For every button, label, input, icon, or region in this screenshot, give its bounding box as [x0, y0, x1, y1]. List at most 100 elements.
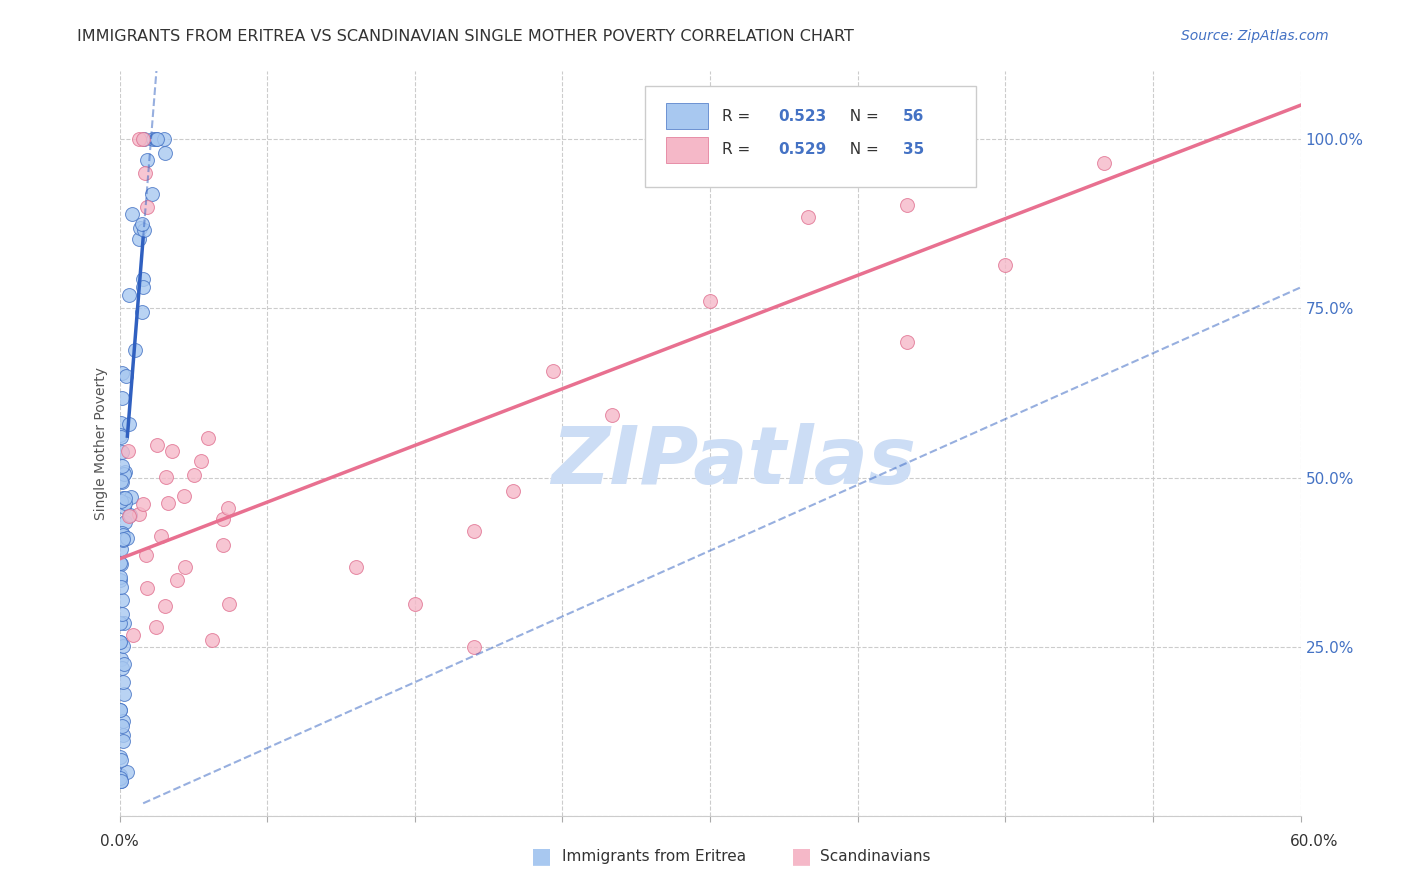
Point [197, 431, 219, 445]
Point [111, 532, 134, 546]
Point [166, 573, 188, 587]
Point [156, 496, 179, 510]
Point [108, 634, 131, 648]
Point [108, 573, 131, 587]
Point [114, 496, 136, 510]
Point [896, 335, 918, 350]
Point [111, 592, 134, 607]
Text: ■: ■ [531, 847, 551, 866]
Text: IMMIGRANTS FROM ERITREA VS SCANDINAVIAN SINGLE MOTHER POVERTY CORRELATION CHART: IMMIGRANTS FROM ERITREA VS SCANDINAVIAN … [77, 29, 855, 44]
Point [118, 417, 141, 432]
Point [111, 458, 134, 473]
Point [111, 475, 134, 489]
Point [699, 293, 721, 308]
Text: 60.0%: 60.0% [1291, 834, 1339, 848]
Point [112, 615, 135, 630]
Point [110, 417, 132, 431]
Point [122, 628, 145, 642]
Point [108, 634, 131, 648]
Point [110, 557, 132, 571]
Point [132, 497, 155, 511]
Point [112, 500, 135, 514]
Point [110, 652, 132, 666]
Text: 0.529: 0.529 [779, 142, 827, 157]
Point [110, 494, 132, 508]
Point [162, 444, 184, 458]
Point [110, 429, 132, 443]
Point [110, 556, 132, 570]
Point [146, 132, 169, 146]
FancyBboxPatch shape [666, 136, 707, 163]
Point [131, 272, 153, 286]
Point [110, 773, 132, 788]
Point [110, 753, 132, 767]
Point [463, 524, 485, 538]
Point [994, 258, 1017, 272]
Point [114, 515, 136, 529]
Point [145, 132, 167, 146]
Point [141, 186, 163, 201]
Point [114, 491, 136, 505]
Point [111, 526, 134, 541]
Point [183, 467, 205, 482]
Point [111, 719, 134, 733]
Point [110, 475, 132, 489]
FancyBboxPatch shape [666, 103, 707, 129]
Point [129, 221, 152, 235]
Text: R =: R = [721, 142, 755, 157]
Point [108, 427, 131, 442]
Point [111, 728, 134, 742]
Point [153, 599, 176, 613]
Text: 0.523: 0.523 [779, 109, 827, 124]
Point [131, 305, 153, 319]
Point [108, 703, 131, 717]
Text: R =: R = [721, 109, 755, 124]
Point [117, 443, 139, 458]
Point [541, 364, 564, 378]
Point [111, 734, 134, 748]
Text: N =: N = [839, 109, 883, 124]
Point [173, 489, 195, 503]
Point [132, 132, 155, 146]
Point [115, 369, 138, 384]
Point [112, 657, 135, 672]
Point [112, 528, 135, 542]
Point [124, 343, 146, 358]
Point [111, 366, 134, 380]
Point [155, 469, 177, 483]
Point [344, 560, 367, 574]
Point [1092, 156, 1115, 170]
Point [108, 703, 131, 717]
Point [112, 686, 135, 700]
Point [128, 232, 150, 246]
Point [145, 438, 167, 452]
Text: 56: 56 [903, 109, 924, 124]
Point [118, 509, 141, 524]
Point [150, 529, 173, 543]
Point [108, 525, 131, 540]
Point [136, 153, 159, 168]
Point [211, 538, 233, 552]
Text: 35: 35 [903, 142, 924, 157]
Point [111, 661, 134, 675]
Point [142, 132, 165, 146]
Point [134, 223, 156, 237]
Point [132, 280, 155, 294]
Point [111, 714, 134, 728]
Text: Immigrants from Eritrea: Immigrants from Eritrea [562, 849, 747, 863]
Point [112, 639, 135, 653]
Point [797, 210, 820, 224]
Point [463, 640, 485, 654]
Point [111, 607, 134, 622]
Point [174, 559, 197, 574]
Point [145, 620, 167, 634]
Text: Source: ZipAtlas.com: Source: ZipAtlas.com [1181, 29, 1329, 43]
Text: N =: N = [839, 142, 883, 157]
Point [135, 548, 157, 562]
Point [112, 675, 135, 690]
Point [153, 145, 176, 160]
Y-axis label: Single Mother Poverty: Single Mother Poverty [94, 368, 108, 520]
Point [108, 750, 131, 764]
Text: ■: ■ [792, 847, 811, 866]
Point [600, 408, 623, 422]
